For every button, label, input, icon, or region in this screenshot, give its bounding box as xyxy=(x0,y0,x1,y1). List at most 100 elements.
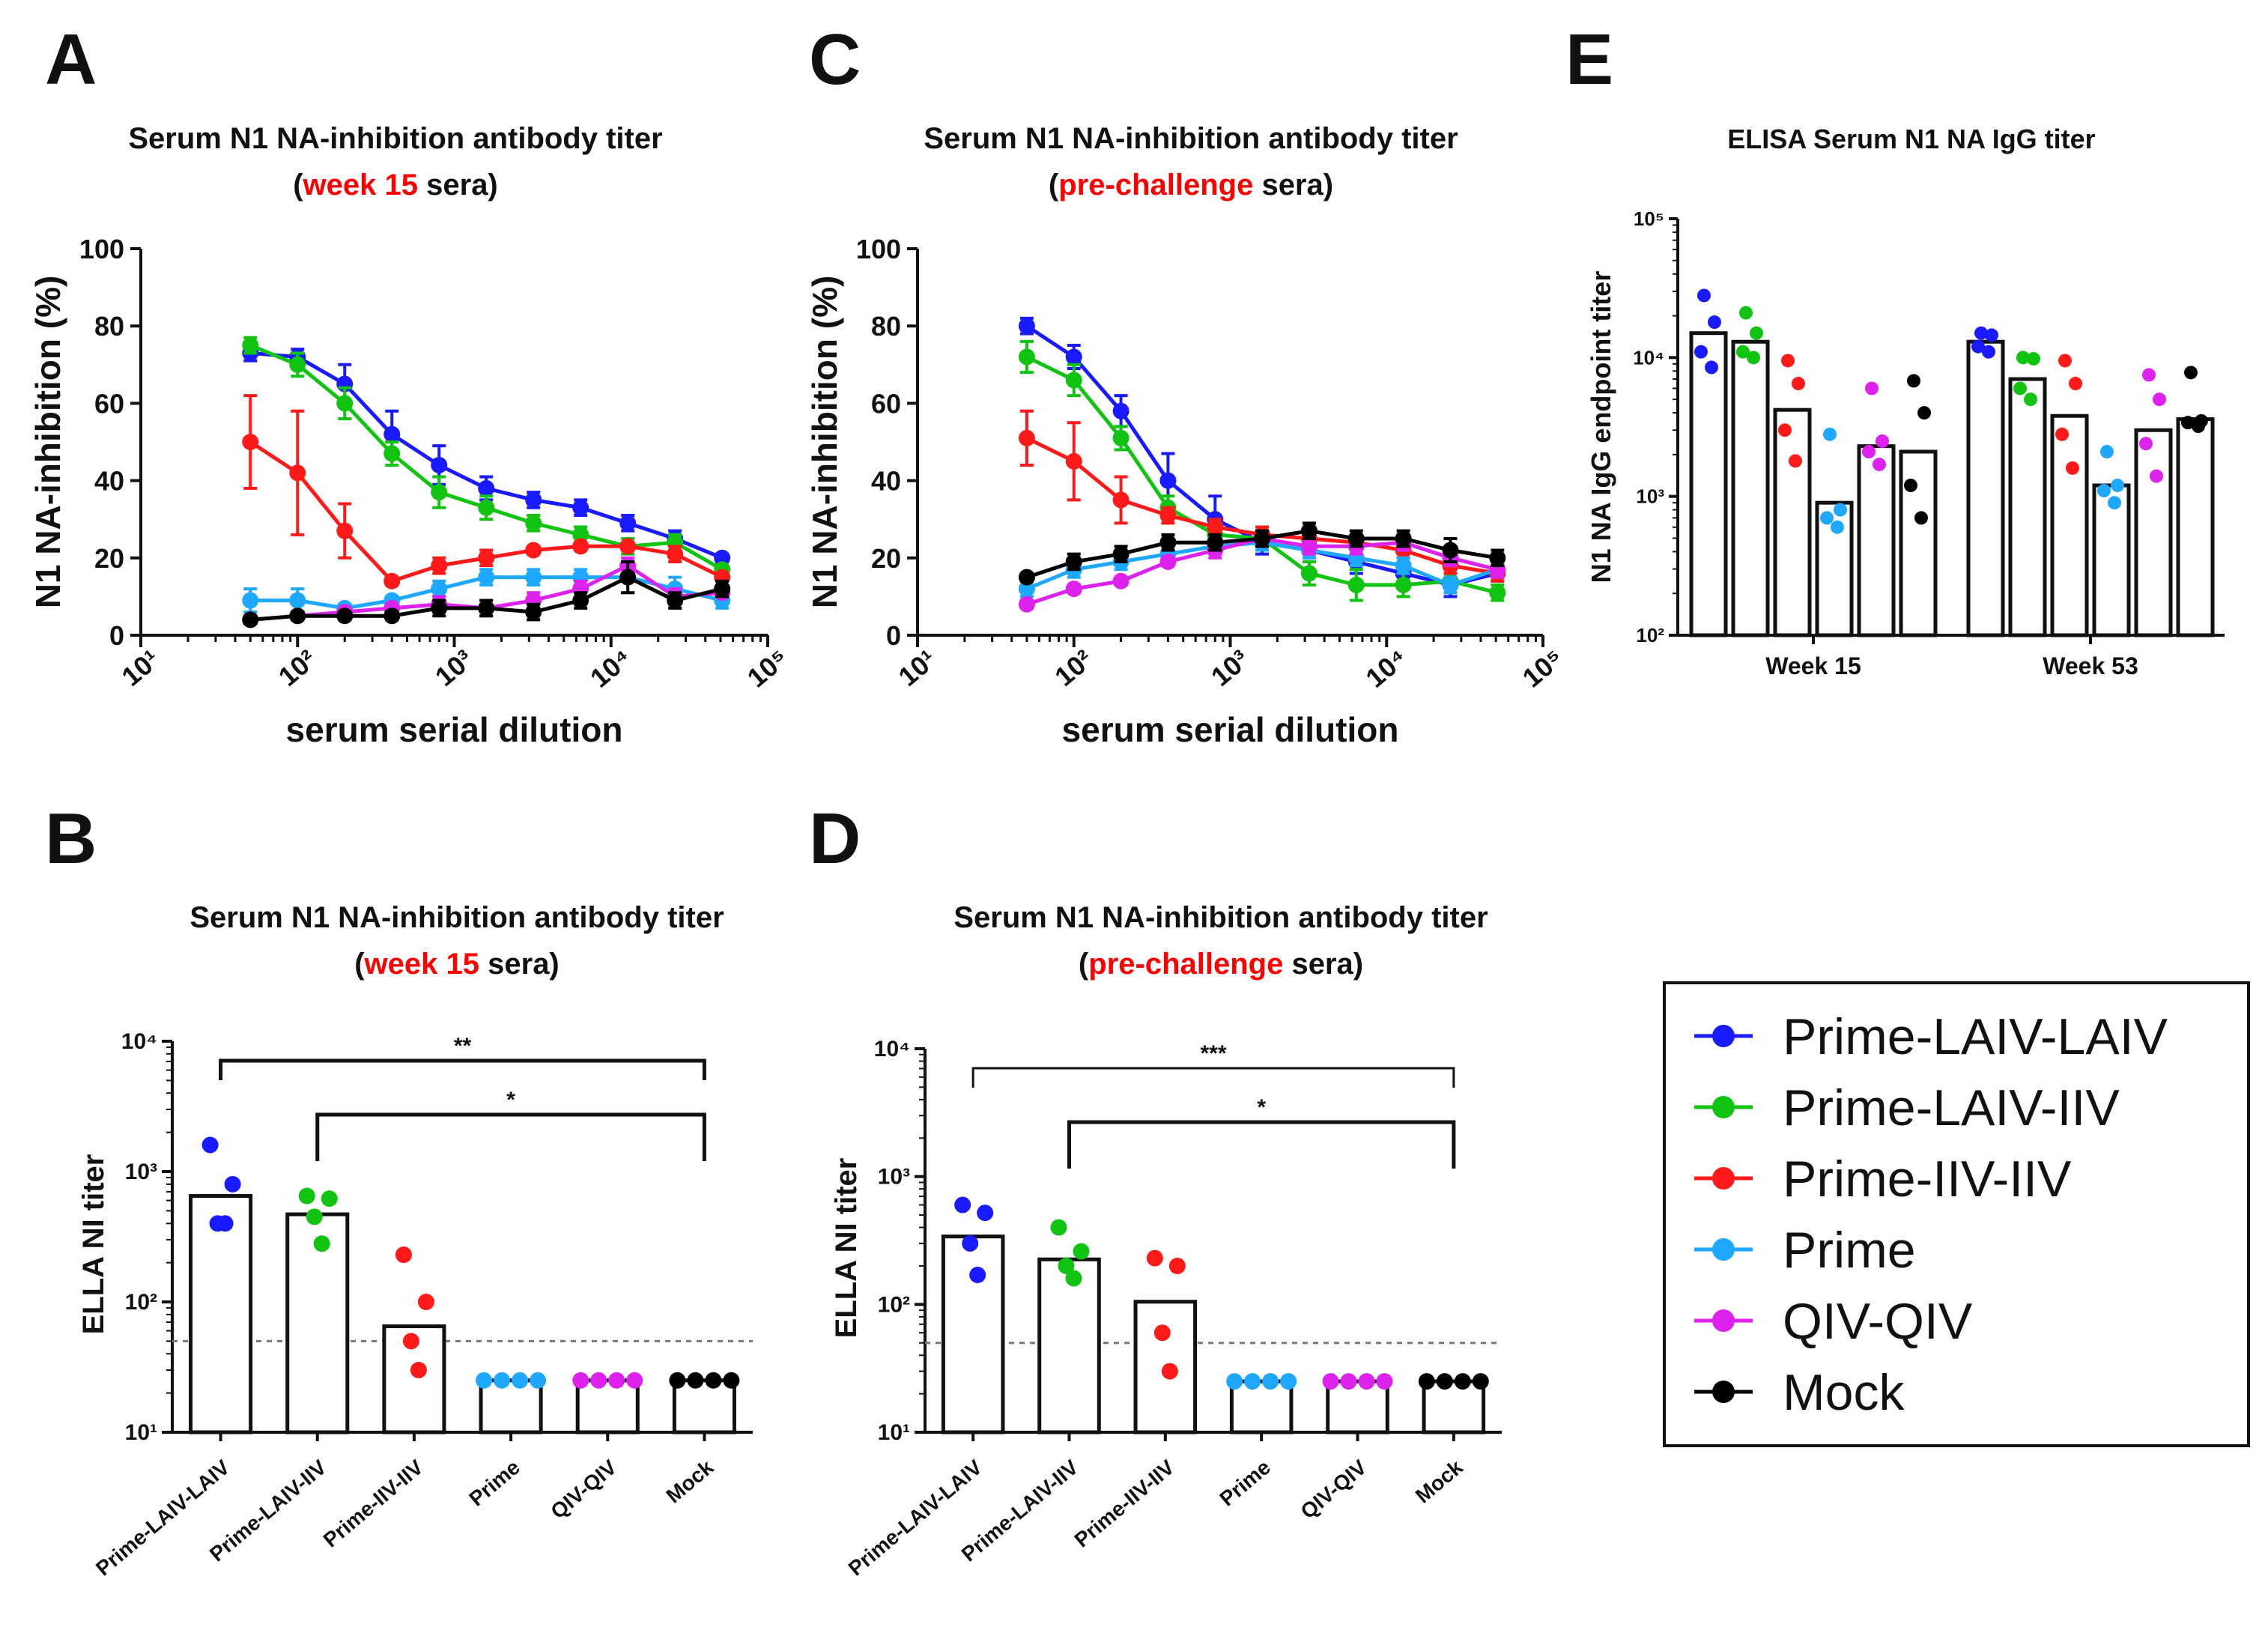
x-category-label: Prime-IIV-IIV xyxy=(1070,1455,1179,1552)
data-point xyxy=(431,599,448,616)
data-point xyxy=(525,604,542,621)
panel-a-subtitle: (week 15 sera) xyxy=(293,169,498,202)
y-axis-label: ELLA NI titer xyxy=(830,1158,863,1339)
data-point xyxy=(2192,419,2205,434)
data-point xyxy=(242,611,259,628)
data-point xyxy=(1442,542,1459,559)
series-line xyxy=(249,343,724,572)
data-point xyxy=(667,545,684,563)
data-point xyxy=(1226,1373,1243,1390)
data-point xyxy=(395,1246,412,1264)
data-point xyxy=(1436,1373,1453,1390)
data-point xyxy=(1244,1373,1261,1390)
bar xyxy=(575,1378,640,1434)
data-point xyxy=(1207,518,1224,536)
data-point xyxy=(530,1372,547,1389)
data-point xyxy=(1454,1373,1471,1390)
data-point xyxy=(667,592,684,609)
x-category-label: Prime xyxy=(1215,1455,1275,1511)
data-point xyxy=(1168,1257,1186,1274)
data-point xyxy=(2055,427,2069,441)
data-point xyxy=(512,1372,529,1389)
data-point xyxy=(1065,372,1082,389)
data-point xyxy=(1873,457,1886,471)
data-point xyxy=(1982,345,1995,359)
data-point xyxy=(1112,402,1130,419)
x-tick-label: 10³ xyxy=(429,643,479,692)
data-point xyxy=(289,608,306,625)
bar xyxy=(1037,1257,1101,1434)
y-tick-label: 100 xyxy=(79,234,124,264)
panel-c-title: Serum N1 NA-inhibition antibody titer xyxy=(924,122,1458,155)
chart-b-bar: 10¹ 10² 10³ 10⁴ ELLA NI titer Prime-LAIV-LAIV… xyxy=(77,1029,753,1581)
x-tick-label: 10² xyxy=(273,643,322,692)
data-point xyxy=(1058,1257,1075,1274)
y-tick-label: 10² xyxy=(125,1290,157,1315)
data-point xyxy=(1018,581,1035,598)
data-point xyxy=(321,1190,338,1208)
data-point xyxy=(572,592,589,609)
data-point xyxy=(572,1372,589,1389)
x-category-label: Week 53 xyxy=(2043,652,2138,679)
data-point xyxy=(1974,326,1988,340)
data-point xyxy=(590,1372,607,1389)
series-prime-iiv-iiv xyxy=(242,394,731,590)
data-point xyxy=(1018,429,1035,446)
data-point xyxy=(705,1372,722,1389)
data-point xyxy=(1347,530,1365,547)
x-axis-label: serum serial dilution xyxy=(286,710,623,749)
data-point xyxy=(431,456,448,473)
bar xyxy=(1689,331,1728,637)
y-tick-label: 10³ xyxy=(125,1160,157,1184)
legend-label-prime-laiv-iiv: Prime-LAIV-IIV xyxy=(1783,1079,2120,1136)
data-point xyxy=(476,1372,493,1389)
data-point xyxy=(572,538,589,555)
bar xyxy=(2176,417,2215,637)
data-point xyxy=(1161,1363,1178,1380)
data-point xyxy=(1146,1249,1163,1267)
data-point xyxy=(1065,553,1082,570)
data-point xyxy=(336,608,354,625)
data-point xyxy=(1395,530,1412,547)
bar xyxy=(1731,339,1770,637)
data-point xyxy=(1112,545,1130,563)
data-point xyxy=(1347,576,1365,593)
y-tick-label: 10¹ xyxy=(878,1420,910,1445)
data-point xyxy=(1472,1373,1489,1390)
x-category-label: Prime-LAIV-LAIV xyxy=(91,1455,234,1581)
data-point xyxy=(572,526,589,543)
data-point xyxy=(1914,511,1928,525)
bar xyxy=(479,1378,543,1434)
y-tick-label: 10³ xyxy=(878,1165,910,1190)
legend-marker-qiv-qiv xyxy=(1712,1309,1735,1332)
data-point xyxy=(242,337,259,354)
data-point xyxy=(298,1187,315,1205)
data-point xyxy=(1985,328,1998,342)
legend-label-prime: Prime xyxy=(1783,1222,1916,1279)
data-point xyxy=(1694,345,1708,359)
y-tick-label: 10² xyxy=(1636,624,1664,646)
data-point xyxy=(962,1234,979,1252)
data-point xyxy=(687,1372,704,1389)
data-point xyxy=(1971,339,1985,354)
legend-box xyxy=(1663,981,2250,1447)
data-point xyxy=(969,1267,986,1284)
x-tick-label: 10⁴ xyxy=(584,642,637,694)
significance-bracket xyxy=(971,1067,1455,1088)
legend-label-prime-laiv-laiv: Prime-LAIV-LAIV xyxy=(1783,1008,2168,1065)
legend-marker-prime-laiv-iiv xyxy=(1712,1096,1735,1118)
data-point xyxy=(402,1333,419,1350)
data-point xyxy=(1418,1373,1435,1390)
series-prime-laiv-iiv xyxy=(1018,339,1506,602)
data-point xyxy=(714,581,731,598)
data-point xyxy=(608,1372,625,1389)
y-tick-label: 60 xyxy=(871,388,901,419)
data-point xyxy=(2066,461,2079,475)
data-point xyxy=(714,549,731,566)
panel-letter-d: D xyxy=(809,799,861,879)
data-point xyxy=(336,522,354,539)
y-axis-label: N1 NA-inhibition (%) xyxy=(28,276,67,609)
